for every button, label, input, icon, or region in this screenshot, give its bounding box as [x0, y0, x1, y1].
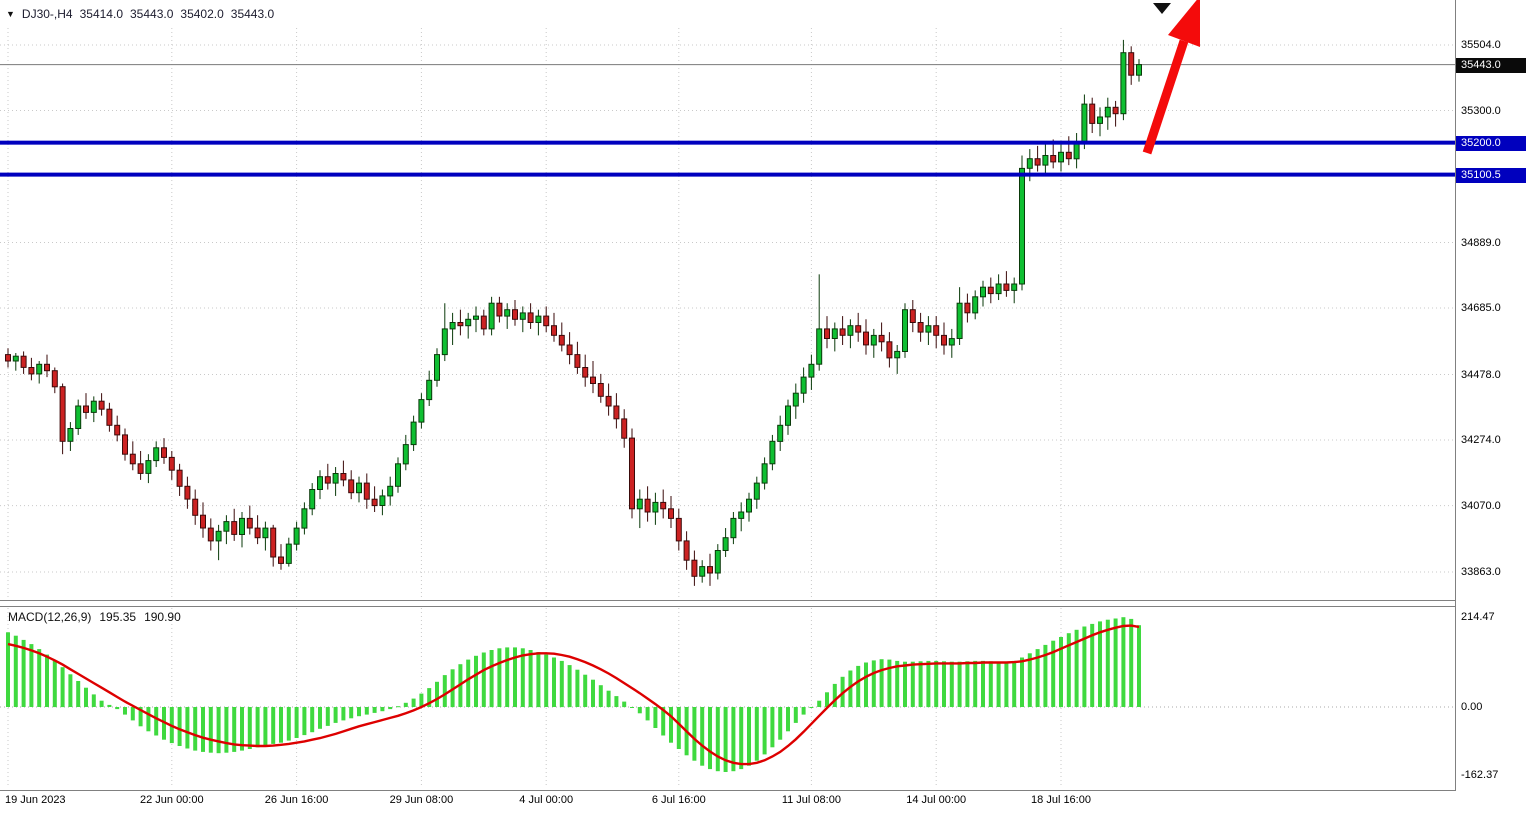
price-axis-label: 34889.0: [1461, 236, 1501, 249]
time-axis-label: 6 Jul 16:00: [651, 794, 706, 806]
price-axis-label: 34274.0: [1461, 434, 1501, 447]
ohlc-high: 35443.0: [130, 7, 174, 21]
trend-arrow[interactable]: [1142, 0, 1200, 155]
time-axis-label: 19 Jun 2023: [5, 794, 66, 806]
chart-title-bar: ▼ DJ30-,H4 35414.0 35443.0 35402.0 35443…: [6, 7, 274, 21]
price-axis-label: 35300.0: [1461, 104, 1501, 117]
ohlc-low: 35402.0: [180, 7, 224, 21]
horizontal-line[interactable]: [0, 172, 1455, 177]
time-axis-label: 29 Jun 08:00: [389, 794, 454, 806]
time-axis-label: 18 Jul 16:00: [1031, 794, 1091, 806]
time-axis-label: 14 Jul 00:00: [906, 794, 967, 806]
macd-signal-value: 190.90: [144, 610, 181, 624]
macd-axis-label: 0.00: [1461, 701, 1483, 714]
macd-signal-line: [7, 624, 1140, 766]
time-axis[interactable]: 19 Jun 2023 22 Jun 00:00 26 Jun 16:00 29 Ju…: [0, 791, 1456, 813]
ohlc-close: 35443.0: [230, 7, 275, 21]
chart-dropdown-icon: ▼: [6, 9, 15, 19]
price-axis[interactable]: 35504.0 35443.0 35300.0 35200.0 35100.5 34889…: [1456, 0, 1526, 813]
symbol-period-label: DJ30-,H4: [21, 7, 73, 21]
time-axis-label: 26 Jun 16:00: [264, 794, 329, 806]
macd-histogram: [6, 617, 1141, 772]
time-axis-label: 4 Jul 00:00: [519, 794, 574, 806]
price-axis-label: 34685.0: [1461, 302, 1501, 315]
price-axis-label: 35200.0: [1456, 135, 1526, 151]
time-axis-label: 22 Jun 00:00: [139, 794, 204, 806]
macd-name: MACD(12,26,9): [8, 610, 92, 624]
macd-value: 195.35: [99, 610, 137, 624]
down-marker-icon: [1153, 3, 1171, 14]
price-axis-label: 34478.0: [1461, 368, 1501, 381]
gridlines: [0, 28, 1455, 788]
candles: [5, 39, 1142, 586]
macd-indicator-label: MACD(12,26,9) 195.35 190.90: [8, 610, 181, 624]
price-axis-label: 35504.0: [1461, 39, 1501, 52]
price-axis-label: 35443.0: [1456, 57, 1526, 73]
time-axis-label: 11 Jul 08:00: [781, 794, 841, 806]
price-axis-label: 35100.5: [1456, 167, 1526, 183]
macd-axis-label: -162.37: [1461, 769, 1499, 782]
horizontal-line[interactable]: [0, 140, 1455, 145]
macd-axis-label: 214.47: [1461, 611, 1495, 624]
price-axis-label: 34070.0: [1461, 499, 1501, 512]
ohlc-open: 35414.0: [79, 7, 123, 21]
price-axis-label: 33863.0: [1461, 566, 1501, 579]
